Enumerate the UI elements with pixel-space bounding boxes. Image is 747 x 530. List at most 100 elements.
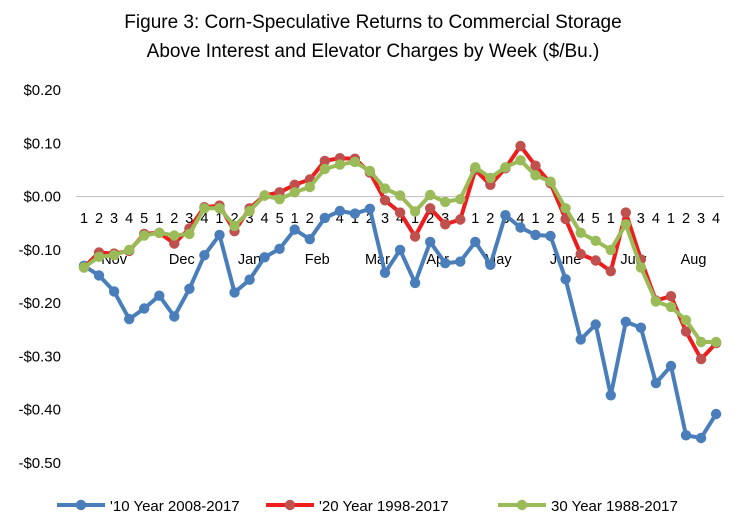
data-point [349,208,361,219]
data-point [319,163,330,175]
data-point [560,203,571,214]
month-label: Jan [238,252,261,268]
data-point [304,234,315,245]
data-point [364,165,376,177]
week-tick-label: 3 [246,211,254,227]
data-point [440,196,451,208]
data-point [409,277,421,289]
legend-label: '20 Year 1998-2017 [319,498,449,515]
data-point [379,267,391,278]
week-tick-label: 2 [230,211,238,227]
month-label: Mar [365,252,390,268]
month-label: Feb [305,252,330,268]
week-tick-label: 2 [426,211,434,227]
plot-area [78,140,722,444]
week-tick-label: 1 [667,211,675,227]
week-tick-label: 3 [637,211,645,227]
week-tick-label: 1 [291,211,299,227]
data-point [244,205,255,217]
data-point [304,181,315,193]
data-point [605,244,616,256]
data-point [184,228,195,240]
data-point [409,231,421,242]
series-3 [78,155,722,348]
week-tick-label: 4 [396,211,404,227]
data-point [244,274,255,285]
legend-item-1: '10 Year 2008-2017 [57,498,240,515]
week-tick-label: 1 [80,211,88,227]
week-tick-label: 5 [140,211,148,227]
data-point [620,316,631,327]
data-point [620,207,631,218]
legend-marker [516,499,528,511]
y-tick-label: $0.00 [23,189,61,206]
data-point [154,227,165,238]
data-point [455,256,466,267]
data-point [680,315,692,326]
week-tick-label: 3 [697,211,705,227]
data-point [169,238,180,249]
data-point [229,220,240,232]
data-point [590,319,601,330]
week-tick-label: 2 [95,211,103,227]
data-point [590,255,601,266]
month-label: Aug [681,252,707,268]
data-point [425,203,436,214]
legend: '10 Year 2008-2017 '20 Year 1998-2017 30 Y… [57,498,678,515]
data-point [710,336,722,348]
week-tick-label: 3 [110,211,118,227]
data-point [440,258,451,269]
data-point [349,156,361,168]
week-tick-label: 4 [516,211,524,227]
data-point [515,155,526,166]
y-tick-label: -$0.50 [18,455,61,472]
legend-label: '10 Year 2008-2017 [110,498,240,515]
y-tick-label: $0.20 [23,82,61,99]
week-tick-label: 1 [471,211,479,227]
data-point [334,205,346,217]
x-axis-labels: 1234512341234512341234123412341234512341… [80,211,720,268]
month-label: Dec [169,252,195,268]
data-point [289,179,300,190]
data-point [394,190,406,201]
week-tick-label: 4 [577,211,585,227]
week-tick-label: 2 [547,211,555,227]
week-tick-label: 1 [155,211,163,227]
data-point [635,322,647,333]
data-point [665,360,677,372]
data-point [289,224,300,235]
week-tick-label: 3 [441,211,449,227]
data-point [695,353,707,365]
week-tick-label: 4 [261,211,269,227]
legend-label: 30 Year 1988-2017 [551,498,678,515]
y-tick-label: -$0.40 [18,402,61,419]
data-point [455,194,466,205]
data-point [650,296,662,307]
data-point [560,213,571,225]
data-point [394,207,406,218]
week-tick-label: 1 [531,211,539,227]
data-point [650,377,662,389]
chart-title-line-2: Above Interest and Elevator Charges by W… [147,41,600,62]
data-point [680,326,692,337]
week-tick-label: 1 [411,211,419,227]
data-point [124,313,135,325]
data-point [108,250,120,261]
week-tick-label: 4 [200,211,208,227]
week-tick-label: 2 [486,211,494,227]
data-point [470,236,481,248]
data-point [319,212,330,224]
data-point [379,195,391,206]
chart-title-line-1: Figure 3: Corn-Speculative Returns to Co… [124,12,621,33]
week-tick-label: 1 [607,211,615,227]
data-point [169,311,180,322]
data-point [259,252,270,263]
week-tick-label: 2 [682,211,690,227]
week-tick-label: 2 [170,211,178,227]
data-point [515,140,526,152]
y-tick-label: $0.10 [23,135,61,152]
week-tick-label: 1 [215,211,223,227]
data-point [485,172,496,184]
week-tick-label: 2 [366,211,374,227]
